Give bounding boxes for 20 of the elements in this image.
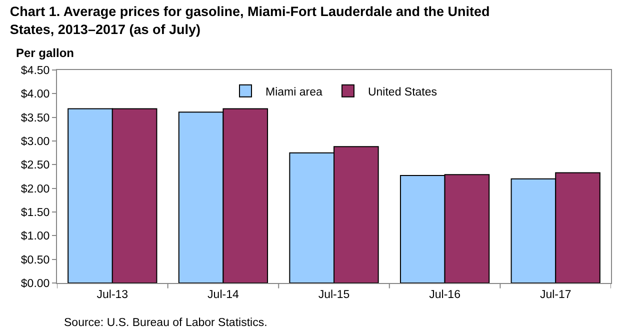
x-tick-label: Jul-16 — [429, 288, 460, 301]
y-tick-label: $1.00 — [20, 230, 50, 243]
y-axis-title: Per gallon — [16, 46, 74, 60]
y-tick-label: $4.00 — [20, 88, 50, 101]
y-tick-label: $3.50 — [20, 112, 50, 124]
x-tick-label: Jul-15 — [318, 288, 350, 301]
chart-title: Chart 1. Average prices for gasoline, Miami-Fort Lauderdale and the United States, 2013–2017 (as of July) — [10, 4, 490, 37]
legend-label: United States — [368, 86, 438, 98]
legend-label: Miami area — [266, 86, 323, 98]
y-tick-label: $4.50 — [20, 65, 50, 78]
y-tick-label: $1.50 — [20, 207, 50, 220]
x-tick-label: Jul-13 — [96, 288, 128, 301]
y-tick-label: $3.00 — [20, 136, 50, 148]
y-tick-label: $2.00 — [20, 183, 50, 196]
x-tick-label: Jul-14 — [208, 288, 240, 301]
y-tick-label: $0.00 — [20, 278, 50, 290]
y-tick-label: $0.50 — [20, 254, 50, 266]
x-tick-label: Jul-17 — [540, 288, 572, 301]
source-note: Source: U.S. Bureau of Labor Statistics. — [64, 317, 268, 329]
y-tick-label: $2.50 — [20, 160, 50, 172]
